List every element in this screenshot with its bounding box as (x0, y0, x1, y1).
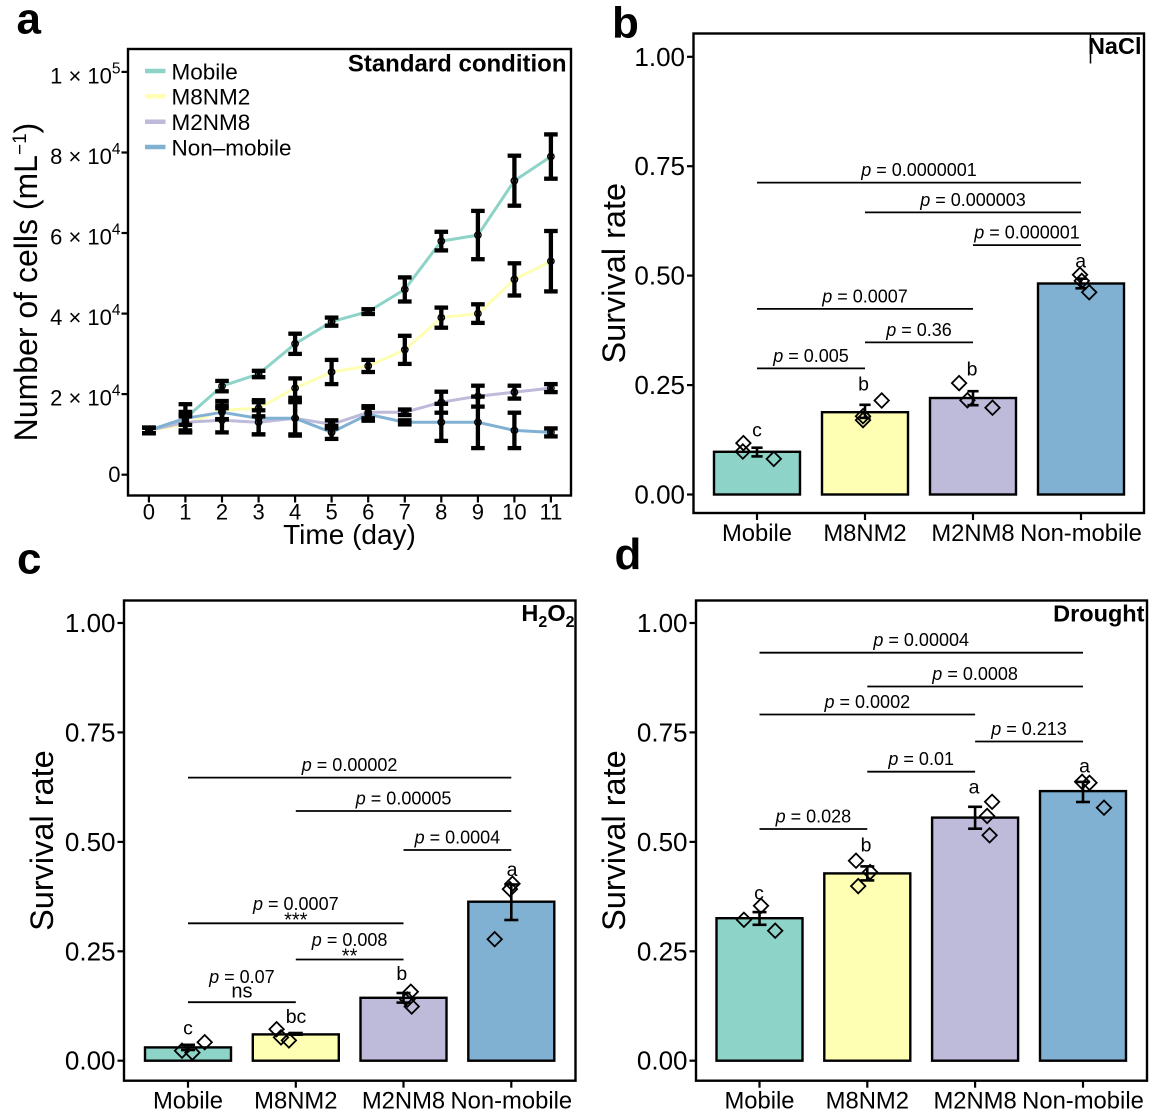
svg-text:a: a (17, 0, 42, 44)
svg-text:Mobile: Mobile (172, 59, 238, 84)
svg-text:p = 0.0002: p = 0.0002 (824, 692, 911, 712)
svg-text:p = 0.0000001: p = 0.0000001 (860, 160, 977, 180)
svg-text:M8NM2: M8NM2 (826, 1088, 909, 1115)
svg-text:p = 0.00004: p = 0.00004 (872, 630, 969, 650)
svg-text:0.25: 0.25 (637, 936, 688, 966)
svg-text:1: 1 (179, 500, 191, 525)
svg-text:Non–mobile: Non–mobile (172, 135, 292, 160)
svg-text:6: 6 (362, 500, 374, 525)
svg-text:p = 0.00002: p = 0.00002 (301, 755, 398, 775)
svg-text:Time (day): Time (day) (283, 519, 416, 550)
svg-text:Standard condition: Standard condition (348, 51, 567, 78)
svg-text:3: 3 (252, 500, 264, 525)
svg-text:Mobile: Mobile (722, 520, 792, 547)
svg-text:a: a (1075, 251, 1086, 273)
svg-text:p = 0.0004: p = 0.0004 (414, 828, 501, 848)
svg-text:0.50: 0.50 (637, 827, 688, 857)
svg-text:4: 4 (289, 500, 301, 525)
svg-text:1.00: 1.00 (634, 42, 685, 72)
svg-text:**: ** (342, 946, 358, 968)
svg-text:0.50: 0.50 (65, 827, 116, 857)
svg-text:2 × 104: 2 × 104 (50, 383, 121, 411)
svg-text:8: 8 (435, 500, 447, 525)
svg-text:0.25: 0.25 (634, 370, 685, 400)
svg-text:M8NM2: M8NM2 (172, 85, 251, 110)
svg-text:8 × 104: 8 × 104 (50, 141, 121, 169)
svg-text:5: 5 (325, 500, 337, 525)
svg-text:a: a (969, 777, 980, 799)
svg-text:p = 0.005: p = 0.005 (772, 346, 849, 366)
svg-text:M8NM2: M8NM2 (254, 1088, 337, 1115)
svg-text:0.00: 0.00 (637, 1046, 688, 1076)
svg-text:***: *** (284, 909, 308, 931)
svg-text:0.00: 0.00 (65, 1046, 116, 1076)
svg-text:p = 0.000001: p = 0.000001 (973, 223, 1080, 243)
svg-text:9: 9 (472, 500, 484, 525)
svg-text:2: 2 (216, 500, 228, 525)
svg-text:c: c (17, 535, 41, 584)
svg-text:p = 0.213: p = 0.213 (990, 719, 1067, 739)
svg-text:0: 0 (108, 462, 120, 487)
svg-text:Number of cells (mL−1): Number of cells (mL−1) (8, 123, 44, 442)
svg-text:p = 0.0007: p = 0.0007 (821, 286, 908, 306)
svg-text:b: b (612, 0, 639, 48)
svg-text:0.00: 0.00 (634, 480, 685, 510)
svg-text:c: c (183, 1018, 193, 1040)
svg-text:b: b (967, 359, 978, 381)
svg-text:p = 0.00005: p = 0.00005 (355, 789, 452, 809)
svg-text:p = 0.008: p = 0.008 (311, 930, 388, 950)
svg-text:c: c (752, 419, 762, 441)
svg-text:M2NM8: M2NM8 (931, 520, 1014, 547)
svg-text:Survival rate: Survival rate (24, 750, 60, 931)
svg-text:p = 0.36: p = 0.36 (885, 320, 952, 340)
svg-text:d: d (615, 530, 642, 579)
svg-text:H2O2: H2O2 (521, 600, 574, 631)
svg-text:ns: ns (231, 981, 252, 1003)
svg-text:Non-mobile: Non-mobile (1022, 1088, 1144, 1115)
svg-text:b: b (861, 835, 872, 857)
svg-text:0.50: 0.50 (634, 261, 685, 291)
svg-text:p = 0.07: p = 0.07 (208, 967, 275, 987)
svg-text:M2NM8: M2NM8 (362, 1088, 445, 1115)
svg-text:Survival rate: Survival rate (596, 183, 632, 364)
svg-text:b: b (858, 374, 869, 396)
svg-text:c: c (754, 883, 764, 905)
svg-text:0.25: 0.25 (65, 936, 116, 966)
svg-text:10: 10 (502, 500, 526, 525)
svg-text:6 × 104: 6 × 104 (50, 222, 121, 250)
svg-text:0.75: 0.75 (65, 717, 116, 747)
svg-text:M8NM2: M8NM2 (823, 520, 906, 547)
svg-text:a: a (507, 859, 518, 881)
svg-text:Survival rate: Survival rate (596, 750, 632, 931)
svg-text:NaCl: NaCl (1088, 33, 1142, 59)
svg-text:p = 0.01: p = 0.01 (887, 749, 954, 769)
svg-text:p = 0.0007: p = 0.0007 (252, 894, 339, 914)
svg-text:b: b (396, 963, 407, 985)
svg-text:0: 0 (143, 500, 155, 525)
svg-text:p = 0.000003: p = 0.000003 (919, 190, 1026, 210)
svg-text:11: 11 (539, 500, 562, 525)
svg-text:Mobile: Mobile (153, 1088, 223, 1115)
svg-text:Drought: Drought (1053, 600, 1145, 626)
svg-text:p = 0.028: p = 0.028 (775, 807, 852, 827)
svg-text:M2NM8: M2NM8 (933, 1088, 1016, 1115)
svg-text:1.00: 1.00 (65, 608, 116, 638)
svg-text:1.00: 1.00 (637, 608, 688, 638)
svg-text:Non-mobile: Non-mobile (450, 1088, 572, 1115)
svg-text:a: a (1079, 756, 1090, 778)
svg-text:0.75: 0.75 (634, 151, 685, 181)
svg-text:bc: bc (286, 1006, 307, 1028)
svg-text:Mobile: Mobile (724, 1088, 794, 1115)
svg-text:M2NM8: M2NM8 (172, 110, 251, 135)
svg-text:Non-mobile: Non-mobile (1020, 520, 1142, 547)
svg-text:4 × 104: 4 × 104 (50, 302, 121, 330)
svg-text:0.75: 0.75 (637, 717, 688, 747)
svg-text:1 × 105: 1 × 105 (50, 60, 120, 88)
svg-text:7: 7 (399, 500, 411, 525)
svg-text:p = 0.0008: p = 0.0008 (931, 664, 1018, 684)
